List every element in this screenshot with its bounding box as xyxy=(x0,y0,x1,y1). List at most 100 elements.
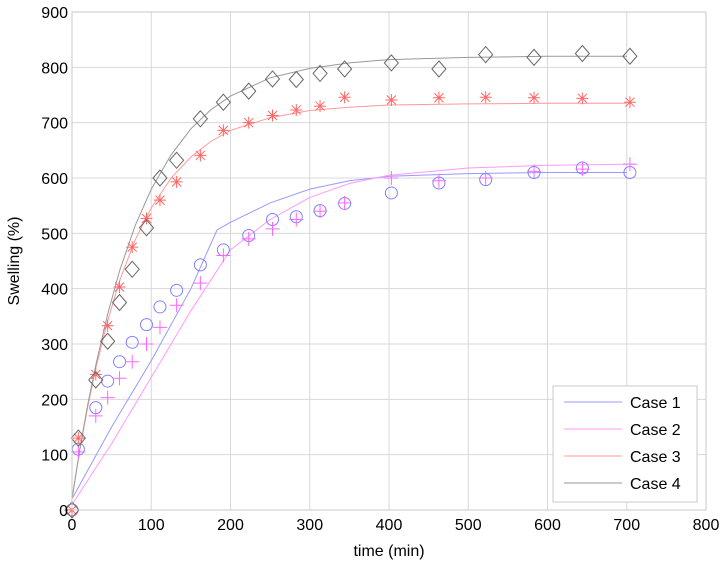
star-marker xyxy=(72,432,85,445)
star-marker xyxy=(140,212,153,225)
plus-marker xyxy=(139,337,154,351)
diamond-marker xyxy=(336,60,353,78)
diamond-marker xyxy=(288,70,304,89)
star-marker xyxy=(101,319,114,332)
diamond-marker xyxy=(70,429,87,447)
x-tick-label: 700 xyxy=(613,517,640,534)
y-tick-label: 900 xyxy=(41,5,68,22)
plus-marker xyxy=(337,195,352,210)
plus-marker xyxy=(265,221,280,236)
plus-marker xyxy=(478,171,493,185)
star-marker xyxy=(432,91,445,104)
diamond-marker xyxy=(312,64,328,83)
markers-case-3 xyxy=(66,91,636,516)
x-tick-label: 300 xyxy=(296,517,323,534)
diamond-marker xyxy=(383,54,400,72)
y-tick-label: 800 xyxy=(41,60,68,77)
y-tick-label: 300 xyxy=(41,337,68,354)
y-tick-label: 0 xyxy=(59,503,68,520)
star-marker xyxy=(576,92,589,105)
fit-line-case-3 xyxy=(71,102,627,499)
star-marker xyxy=(217,124,230,137)
plus-marker xyxy=(241,231,256,246)
circle-marker xyxy=(153,300,167,314)
x-tick-label: 500 xyxy=(455,517,482,534)
axes: 0 100 200 300 400 500 600 700 800 0 100 200 300 400 50… xyxy=(41,5,719,534)
y-axis-label: Swelling (%) xyxy=(6,217,23,306)
star-marker xyxy=(194,149,207,162)
star-marker xyxy=(89,368,102,381)
diamond-marker xyxy=(264,70,281,88)
circle-marker xyxy=(139,318,153,332)
y-tick-label: 700 xyxy=(41,116,68,133)
diamond-marker xyxy=(99,332,116,350)
plus-marker xyxy=(125,354,140,369)
star-marker xyxy=(153,194,166,207)
plus-marker xyxy=(431,173,446,188)
plus-marker xyxy=(169,298,184,313)
diamond-marker xyxy=(431,60,447,78)
star-marker xyxy=(290,103,303,116)
y-tick-label: 100 xyxy=(41,448,68,465)
diamond-marker xyxy=(526,48,542,67)
fit-line-case-4 xyxy=(71,55,627,499)
diamond-marker xyxy=(138,219,155,237)
x-tick-label: 600 xyxy=(534,517,561,534)
x-tick-label: 200 xyxy=(217,517,244,534)
star-marker xyxy=(338,91,351,104)
star-marker xyxy=(528,91,541,104)
star-marker xyxy=(314,100,327,113)
diamond-marker xyxy=(574,44,591,63)
plus-marker xyxy=(100,390,115,405)
fit-line-case-2 xyxy=(71,163,627,505)
star-marker xyxy=(385,93,398,106)
plus-marker xyxy=(384,171,399,185)
diamond-marker xyxy=(168,151,185,170)
legend-label: Case 2 xyxy=(630,422,681,439)
y-tick-label: 400 xyxy=(41,282,68,299)
plus-marker xyxy=(88,408,103,423)
plus-marker xyxy=(112,371,127,386)
diamond-marker xyxy=(241,82,257,100)
legend-label: Case 4 xyxy=(630,476,681,493)
plus-marker xyxy=(216,248,231,263)
x-tick-label: 100 xyxy=(138,517,165,534)
data-markers xyxy=(64,44,638,519)
legend: Case 1 Case 2 Case 3 Case 4 xyxy=(552,385,698,503)
star-marker xyxy=(266,109,279,122)
plus-marker xyxy=(193,276,208,291)
circle-marker xyxy=(170,283,184,297)
plus-marker xyxy=(152,320,167,335)
diamond-marker xyxy=(215,93,232,111)
plus-marker xyxy=(313,204,328,219)
x-tick-label: 800 xyxy=(693,517,720,534)
star-marker xyxy=(242,116,255,129)
circle-marker xyxy=(384,186,398,200)
markers-case-4 xyxy=(64,44,638,519)
fit-line-case-1 xyxy=(71,172,627,500)
plus-marker xyxy=(289,212,304,227)
plus-marker xyxy=(622,157,637,172)
legend-label: Case 3 xyxy=(630,449,681,466)
star-marker xyxy=(170,175,183,188)
circle-marker xyxy=(101,374,115,388)
legend-label: Case 1 xyxy=(630,395,681,412)
diamond-marker xyxy=(192,110,209,128)
fit-lines xyxy=(71,55,627,505)
y-tick-label: 200 xyxy=(41,392,68,409)
diamond-marker xyxy=(111,293,128,312)
diamond-marker xyxy=(88,371,104,389)
circle-marker xyxy=(193,258,207,272)
plot-frame xyxy=(71,11,707,511)
diamond-marker xyxy=(478,45,494,64)
star-marker xyxy=(126,241,139,254)
plus-marker xyxy=(71,444,86,459)
diamond-marker xyxy=(152,169,168,187)
x-tick-label: 400 xyxy=(376,517,403,534)
circle-marker xyxy=(113,355,127,369)
star-marker xyxy=(479,91,492,104)
y-tick-label: 500 xyxy=(41,226,68,243)
diamond-marker xyxy=(622,47,638,66)
plus-marker xyxy=(575,162,590,177)
